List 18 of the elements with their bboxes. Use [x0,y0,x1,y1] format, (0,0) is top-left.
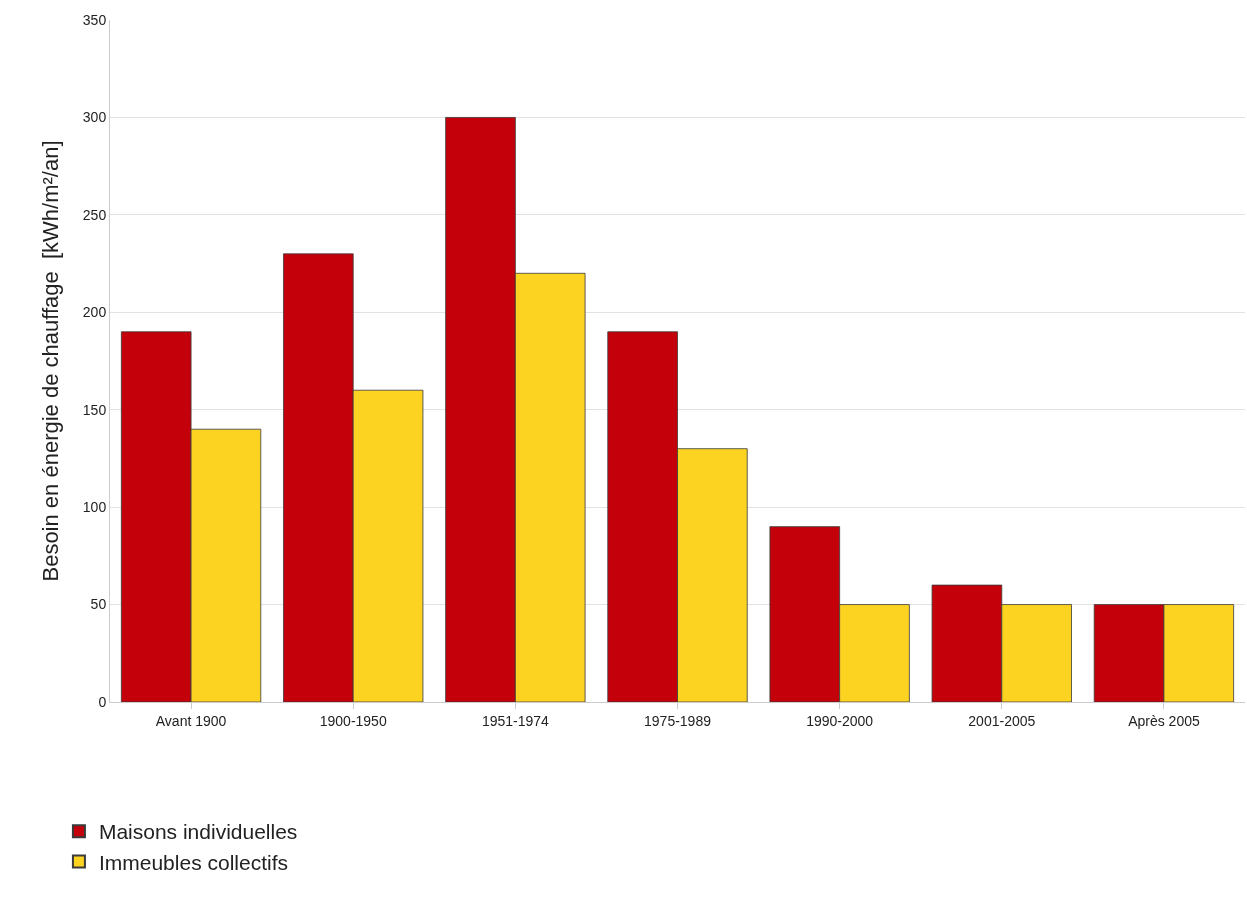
x-tick-label: 2001-2005 [968,712,1036,729]
legend-label: Maisons individuelles [98,820,298,844]
x-tick-label: Avant 1900 [155,712,227,729]
y-tick-label: 350 [82,11,107,28]
y-tick-label: 0 [98,693,107,710]
y-tick-label: 100 [82,499,107,516]
x-tick-label: Après 2005 [1128,712,1200,729]
x-tick-label: 1951-1974 [481,712,550,729]
y-tick-label: 250 [82,206,107,223]
x-tick-label: 1975-1989 [644,712,712,729]
x-tick-label: 1900-1950 [319,712,387,729]
legend-label: Immeubles collectifs [98,850,288,874]
y-axis-title: Besoin en énergie de chauffage [kWh/m²/an] [37,140,63,582]
y-tick-label: 200 [82,304,107,321]
y-tick-label: 150 [82,401,107,418]
y-tick-label: 300 [82,109,107,126]
y-tick-label: 50 [90,596,107,613]
x-tick-label: 1990-2000 [806,712,874,729]
